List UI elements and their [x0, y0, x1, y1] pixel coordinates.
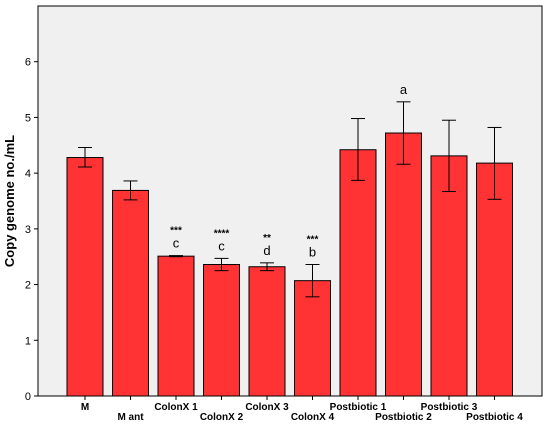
bar: [294, 280, 331, 397]
bar: [430, 155, 468, 397]
group-letter: a: [400, 82, 408, 97]
x-tick-label: ColonX 2: [200, 412, 244, 423]
significance-marker: **: [263, 233, 271, 244]
significance-marker: ***: [170, 226, 182, 237]
group-letter: c: [173, 236, 180, 251]
x-tick-label: Postbiotic 1: [330, 402, 387, 413]
significance-marker: ***: [307, 235, 319, 246]
bars: [66, 101, 513, 397]
x-tick-label: Postbiotic 2: [375, 412, 432, 423]
group-letter: b: [309, 245, 316, 260]
axes: [34, 5, 543, 400]
x-tick-label: ColonX 4: [291, 412, 335, 423]
y-tick-label: 4: [25, 168, 31, 180]
bar: [112, 189, 149, 397]
x-tick-label: ColonX 1: [154, 402, 198, 413]
bar: [385, 132, 422, 397]
bar: [203, 264, 240, 397]
bar: [157, 255, 195, 397]
significance-marker: ****: [214, 228, 230, 239]
y-tick-label: 6: [25, 57, 31, 69]
group-letter: d: [263, 243, 270, 258]
y-tick-label: 0: [25, 391, 31, 403]
x-tick-label: M ant: [117, 412, 144, 423]
bar: [248, 266, 286, 397]
x-tick-label: ColonX 3: [245, 402, 289, 413]
x-tick-label: Postbiotic 3: [421, 402, 478, 413]
y-tick-label: 2: [25, 280, 31, 292]
y-tick-label: 3: [25, 224, 31, 236]
plot-frame: [37, 5, 543, 397]
bar: [339, 149, 377, 397]
x-tick-label: M: [81, 402, 89, 413]
y-tick-label: 1: [25, 335, 31, 347]
y-axis-label: Copy genome no./mL: [2, 135, 17, 267]
bar: [66, 157, 104, 397]
group-letter: c: [218, 238, 225, 253]
bar: [476, 162, 513, 397]
x-tick-label: Postbiotic 4: [466, 412, 523, 423]
y-tick-label: 5: [25, 112, 31, 124]
